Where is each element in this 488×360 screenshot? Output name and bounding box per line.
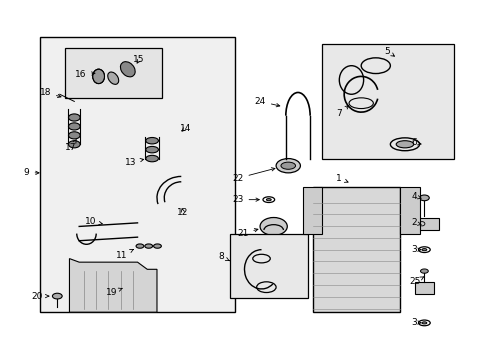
Text: 3: 3	[410, 245, 420, 254]
Ellipse shape	[145, 138, 158, 144]
Bar	[399, 187, 419, 234]
Text: 24: 24	[254, 97, 279, 107]
Text: 20: 20	[31, 292, 49, 301]
Bar	[64, 48, 162, 98]
Bar	[302, 187, 322, 234]
Ellipse shape	[395, 141, 413, 148]
Ellipse shape	[421, 322, 426, 324]
Ellipse shape	[93, 69, 104, 84]
Text: 11: 11	[116, 249, 133, 260]
Ellipse shape	[107, 72, 119, 84]
Ellipse shape	[68, 141, 80, 148]
Text: 1: 1	[335, 174, 347, 183]
Text: 2: 2	[410, 219, 420, 228]
Ellipse shape	[93, 69, 104, 84]
Bar	[409, 217, 438, 230]
Bar	[229, 234, 307, 298]
Text: 25: 25	[408, 277, 423, 286]
Ellipse shape	[420, 269, 427, 273]
Ellipse shape	[68, 123, 80, 130]
Ellipse shape	[68, 132, 80, 139]
Text: 5: 5	[384, 47, 394, 56]
Text: 9: 9	[24, 168, 39, 177]
Text: 17: 17	[65, 140, 77, 152]
Text: 13: 13	[125, 158, 143, 167]
Ellipse shape	[419, 195, 428, 201]
Ellipse shape	[276, 158, 300, 173]
Text: 4: 4	[410, 192, 420, 201]
Ellipse shape	[120, 62, 135, 77]
Ellipse shape	[266, 199, 271, 201]
Ellipse shape	[93, 69, 104, 84]
Text: 7: 7	[335, 105, 348, 118]
Ellipse shape	[144, 244, 152, 248]
Text: 3: 3	[410, 318, 420, 327]
Ellipse shape	[145, 147, 158, 153]
Ellipse shape	[136, 244, 143, 248]
Text: 19: 19	[105, 288, 122, 297]
Ellipse shape	[421, 249, 426, 251]
Text: 16: 16	[75, 70, 95, 79]
Text: 12: 12	[177, 208, 188, 217]
Ellipse shape	[281, 162, 295, 169]
Bar	[312, 187, 399, 312]
Text: 10: 10	[84, 217, 102, 226]
Text: 6: 6	[410, 138, 420, 147]
Text: 22: 22	[232, 168, 274, 183]
Text: 14: 14	[179, 124, 191, 133]
Bar	[322, 44, 453, 158]
Text: 15: 15	[133, 55, 144, 64]
Bar	[40, 37, 234, 312]
Ellipse shape	[145, 156, 158, 162]
Text: 23: 23	[232, 195, 259, 204]
Ellipse shape	[52, 293, 62, 299]
Ellipse shape	[153, 244, 161, 248]
Ellipse shape	[68, 114, 80, 121]
Text: 8: 8	[218, 252, 229, 261]
Text: 21: 21	[237, 229, 258, 238]
Ellipse shape	[260, 217, 287, 235]
Text: 18: 18	[40, 88, 61, 98]
Bar	[414, 282, 433, 294]
Polygon shape	[69, 258, 157, 312]
